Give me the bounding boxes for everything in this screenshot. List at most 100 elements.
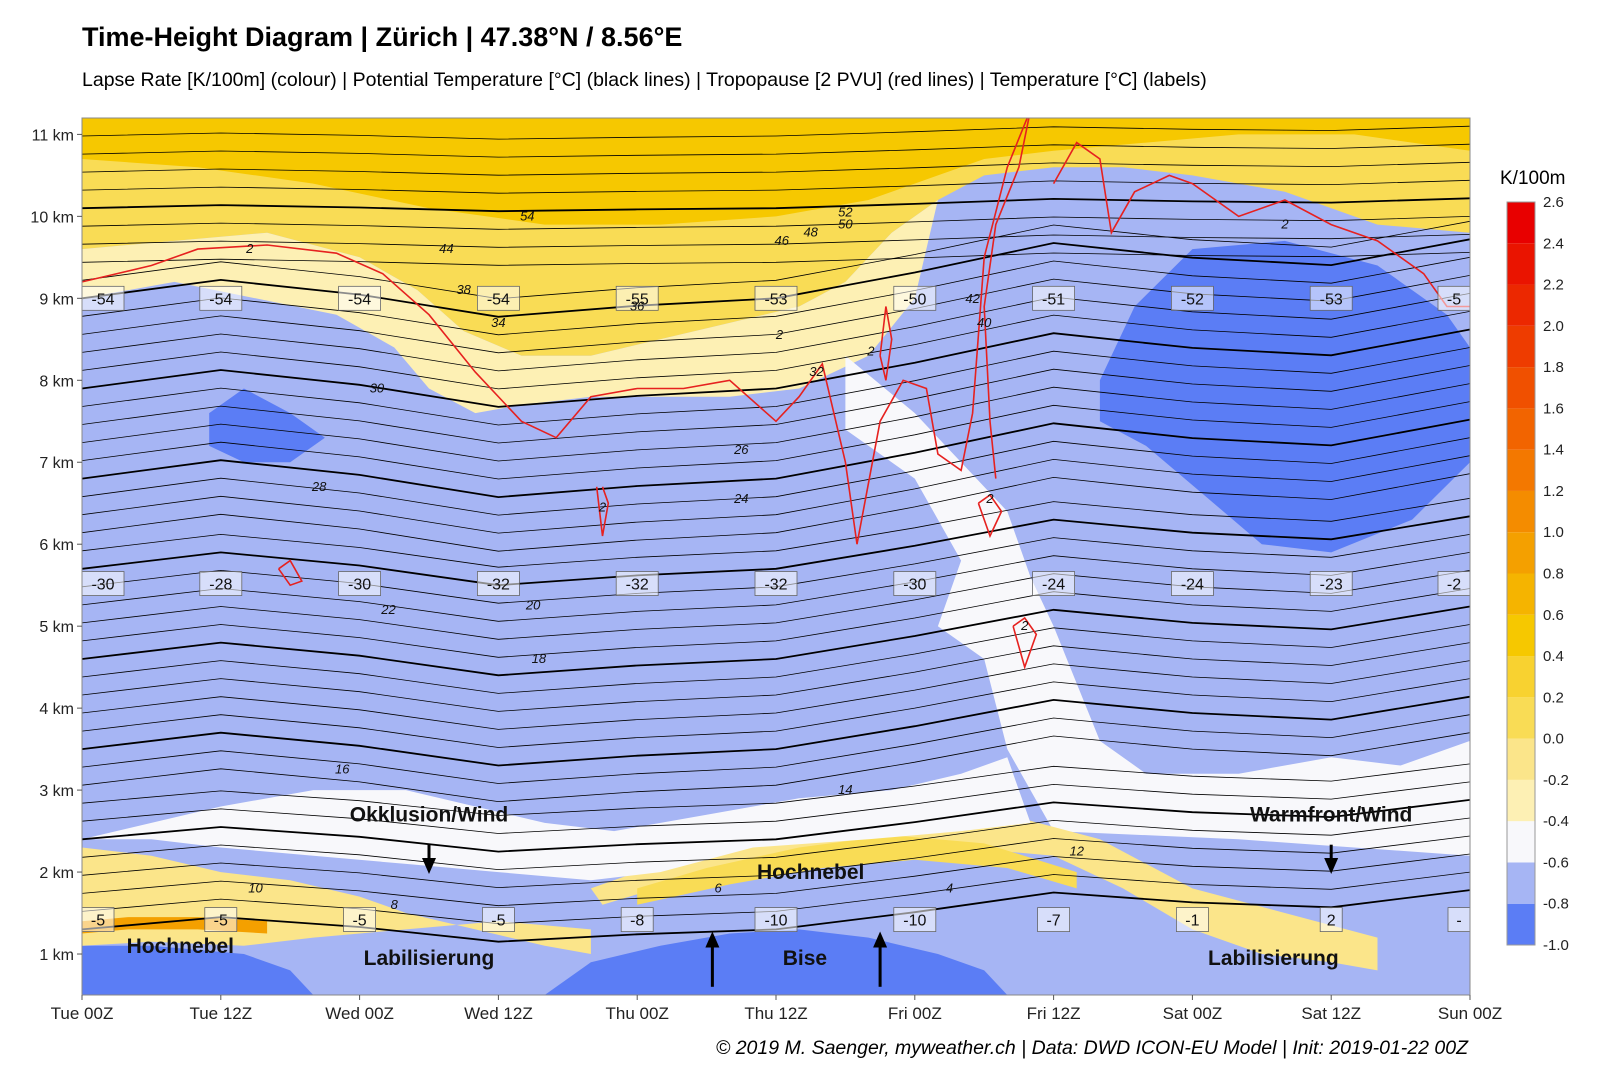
isentrope-label: 16: [335, 762, 350, 777]
isentrope-label: 28: [311, 479, 327, 494]
colorbar-tick-label: 2.2: [1543, 277, 1564, 294]
isentrope-label: 50: [838, 217, 853, 232]
colorbar-segment: [1507, 202, 1535, 244]
tropopause-line-4: [595, 486, 610, 537]
temperature-label-box: [199, 571, 243, 596]
tropopause-line-3: [277, 559, 303, 587]
temperature-label-box: [893, 907, 937, 932]
tropopause-line-1: [983, 118, 1030, 479]
isentrope-line-2: [82, 853, 1470, 907]
arrow-head: [705, 931, 720, 948]
isentrope-line-29: [82, 347, 1470, 426]
isentrope-label: 42: [965, 291, 980, 306]
colorbar-segment: [1507, 449, 1535, 491]
annotation-text: Hochnebel: [757, 861, 864, 884]
colorbar-tick-label: -0.4: [1543, 813, 1569, 830]
annotation-text: Bise: [783, 947, 827, 970]
temperature-label: -1: [1185, 913, 1199, 930]
isentrope-line-28: [82, 365, 1470, 444]
temperature-label-box: [1171, 285, 1214, 311]
temperature-label: -54: [209, 291, 232, 308]
isentrope-line-32: [82, 293, 1470, 372]
isentrope-line-44: [82, 125, 1470, 140]
temperature-label: -32: [487, 577, 510, 594]
colorbar-segment: [1507, 779, 1535, 822]
isentrope-line-42: [82, 161, 1470, 176]
isentrope-line-37: [82, 252, 1470, 266]
isentrope-label: 40: [977, 315, 992, 330]
x-tick-label: Wed 00Z: [325, 1004, 394, 1023]
isentrope-line-34: [82, 256, 1470, 336]
x-tick-label: Fri 00Z: [888, 1004, 942, 1023]
temperature-label: -23: [1320, 577, 1343, 594]
isentrope-label: 8: [391, 897, 399, 912]
temperature-label: -5: [214, 913, 228, 930]
temperature-label: -32: [764, 577, 787, 594]
temperature-label-box: [893, 571, 937, 596]
isentrope-line-16: [82, 588, 1470, 658]
isentrope-line-5: [82, 799, 1470, 853]
low-white-band: [82, 757, 1031, 881]
y-tick-label: 3 km: [39, 783, 74, 800]
temperature-label: -2: [1447, 577, 1461, 594]
isentrope-line-20: [82, 515, 1470, 587]
colorbar-tick-label: -0.6: [1543, 854, 1569, 871]
colorbar-segment: [1507, 821, 1535, 863]
temperature-label-box: [338, 285, 382, 311]
isentrope-line-23: [82, 455, 1470, 534]
isentrope-label: 26: [733, 442, 749, 457]
stratosphere-fringe: [82, 200, 938, 414]
tropopause-line-7: [879, 306, 893, 381]
isentrope-line-30: [82, 328, 1470, 408]
colorbar-tick-label: 1.2: [1543, 483, 1564, 500]
colorbar-tick-label: 2.0: [1543, 318, 1564, 335]
temperature-label: -7: [1046, 913, 1060, 930]
isentrope-label: 38: [456, 282, 471, 297]
temperature-label: -30: [903, 577, 926, 594]
colorbar-segment: [1507, 862, 1535, 904]
y-tick-label: 4 km: [39, 701, 74, 718]
colorbar-tick-label: 0.8: [1543, 566, 1564, 583]
temperature-label-box: [620, 907, 654, 932]
isentrope-label: 48: [803, 225, 818, 240]
temperature-label-box: [199, 285, 243, 311]
isentrope-label: 54: [520, 208, 534, 223]
temperature-label: -30: [348, 577, 371, 594]
temperature-label-box: [1309, 285, 1353, 311]
temperature-label-box: [1176, 907, 1209, 932]
x-tick-label: Thu 00Z: [606, 1004, 669, 1023]
isentrope-line-25: [82, 418, 1470, 499]
temperature-label: -10: [903, 913, 926, 930]
y-tick-label: 1 km: [39, 947, 74, 964]
temperature-label: -10: [764, 913, 787, 930]
y-tick-label: 5 km: [39, 619, 74, 636]
isentrope-label: 18: [532, 651, 547, 666]
temperature-label: -54: [91, 291, 114, 308]
tropopause-label: 2: [598, 499, 607, 514]
temperature-label: -32: [626, 577, 649, 594]
isentrope-line-43: [82, 143, 1470, 158]
x-tick-label: Tue 00Z: [51, 1004, 114, 1023]
colorbar-tick-label: -1.0: [1543, 937, 1569, 954]
colorbar-segment: [1507, 532, 1535, 574]
colorbar-tick-label: 1.6: [1543, 400, 1564, 417]
temperature-label: -5: [91, 913, 105, 930]
temperature-label: -28: [209, 577, 232, 594]
isentrope-line-3: [82, 835, 1470, 889]
colorbar-tick-label: 0.4: [1543, 648, 1564, 665]
cold-core-east: [1099, 240, 1470, 553]
stratosphere-core: [82, 118, 1470, 225]
colorbar-segment: [1507, 614, 1535, 657]
isentrope-line-33: [82, 275, 1470, 354]
temperature-label: -53: [764, 291, 787, 308]
temperature-label-box: [1037, 907, 1070, 932]
isentrope-label: 52: [838, 204, 853, 219]
isentrope-label: 22: [380, 602, 396, 617]
y-tick-label: 10 km: [30, 209, 74, 226]
temperature-label-box: [754, 907, 798, 932]
isentrope-label: 30: [370, 380, 385, 395]
temperature-label-box: [615, 571, 659, 596]
tropopause-label: 2: [1020, 618, 1029, 633]
isentrope-label: 14: [838, 782, 852, 797]
isentrope-line-11: [82, 678, 1470, 748]
